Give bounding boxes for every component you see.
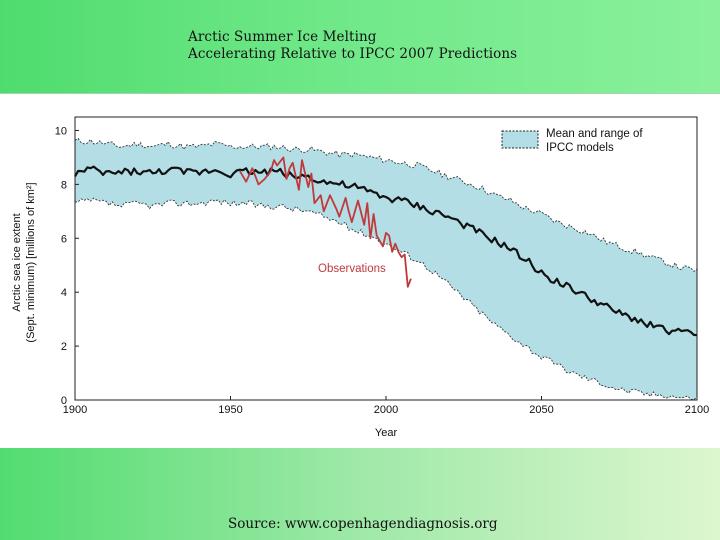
- x-tick-label: 1950: [218, 404, 242, 416]
- y-axis-label-line-2: (Sept. minimum) [millions of km²]: [25, 182, 37, 342]
- y-tick-label: 2: [61, 341, 67, 353]
- observations-layer: [239, 156, 412, 288]
- legend-swatch: [501, 130, 539, 149]
- source-citation: Source: www.copenhagendiagnosis.org: [228, 516, 498, 532]
- ipcc-range-band: [74, 137, 698, 400]
- slide-title-line-1: Arctic Summer Ice Melting: [188, 29, 377, 45]
- legend-label-line-2: IPCC models: [546, 142, 614, 154]
- x-axis-label: Year: [375, 427, 398, 439]
- y-tick-label: 6: [61, 233, 67, 245]
- y-tick-label: 8: [61, 179, 67, 191]
- sea-ice-chart: 1900 1950 2000 2050 2100 0 2 4 6 8 10 Year Arctic …: [11, 116, 709, 439]
- y-tick-label: 0: [61, 395, 67, 407]
- ipcc-mean-layer: [74, 165, 698, 337]
- observations-label: Observations: [318, 263, 386, 275]
- y-tick-label: 10: [55, 125, 67, 137]
- x-tick-label: 2100: [685, 404, 709, 416]
- x-tick-label: 1900: [63, 404, 87, 416]
- observations-line: [239, 156, 412, 288]
- x-tick-label: 2000: [374, 404, 398, 416]
- ipcc-range-fill: [75, 138, 697, 400]
- legend-label-line-1: Mean and range of: [546, 128, 643, 140]
- ipcc-range-lower-edge: [74, 197, 698, 400]
- footer-band: [0, 448, 720, 540]
- axes: 1900 1950 2000 2050 2100 0 2 4 6 8 10: [55, 125, 709, 416]
- ipcc-mean-line: [74, 165, 698, 337]
- ipcc-range-upper-edge: [74, 137, 698, 273]
- x-tick-label: 2050: [529, 404, 553, 416]
- y-tick-label: 4: [61, 287, 67, 299]
- y-axis-label-line-1: Arctic sea ice extent: [11, 213, 23, 311]
- slide-title-line-2: Accelerating Relative to IPCC 2007 Predi…: [188, 46, 518, 62]
- title-band: [0, 0, 720, 94]
